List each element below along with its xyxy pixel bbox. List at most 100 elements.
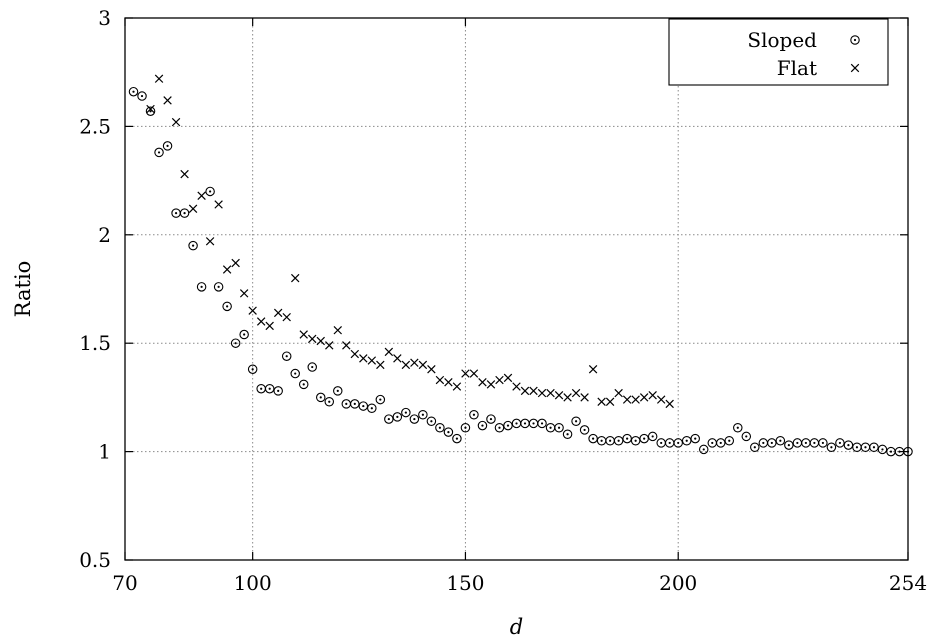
sloped-point <box>750 442 760 453</box>
y-tick-label: 0.5 <box>79 548 111 572</box>
flat-point <box>529 386 538 396</box>
sloped-point <box>188 240 198 251</box>
x-tick-label: 100 <box>234 571 272 595</box>
flat-point <box>631 395 640 404</box>
x-axis-label: d <box>510 615 523 639</box>
flat-point <box>503 373 513 383</box>
flat-point <box>273 308 283 318</box>
sloped-point <box>835 438 845 448</box>
flat-point <box>282 312 291 322</box>
sloped-point <box>852 442 862 453</box>
sloped-point <box>128 86 139 97</box>
sloped-point <box>171 208 181 218</box>
sloped-point <box>426 416 437 426</box>
sloped-point <box>239 329 249 340</box>
flat-point <box>546 388 555 398</box>
sloped-point <box>222 301 232 312</box>
flat-point <box>333 325 342 335</box>
sloped-point <box>281 351 292 361</box>
sloped-point <box>724 436 735 446</box>
sloped-point <box>528 418 539 429</box>
flat-point <box>316 336 325 346</box>
sloped-point <box>562 429 573 440</box>
sloped-point <box>673 438 683 448</box>
sloped-point <box>843 440 854 450</box>
flat-point <box>342 341 351 350</box>
data-points <box>128 74 913 457</box>
sloped-point <box>341 399 352 409</box>
y-tick-label: 2.5 <box>79 114 111 138</box>
legend-marker-circle <box>850 35 860 45</box>
plot-frame <box>124 17 909 561</box>
sloped-point <box>605 436 615 446</box>
sloped-point <box>162 141 173 151</box>
x-tick-label: 70 <box>112 571 137 595</box>
sloped-point <box>656 438 666 448</box>
sloped-point <box>409 414 420 424</box>
sloped-point <box>154 147 164 158</box>
y-tick-label: 3 <box>98 6 111 30</box>
sloped-point <box>137 91 147 101</box>
sloped-point <box>698 444 709 455</box>
sloped-point <box>716 438 726 448</box>
y-tick-label: 1.5 <box>79 331 111 355</box>
y-tick-label: 1 <box>98 440 111 464</box>
flat-point <box>665 399 674 409</box>
sloped-point <box>324 396 335 407</box>
legend-box <box>668 18 889 86</box>
sloped-point <box>435 423 445 433</box>
sloped-point <box>179 208 190 218</box>
flat-point <box>486 380 496 389</box>
flat-point <box>325 341 334 350</box>
flat-point <box>376 360 385 370</box>
sloped-point <box>460 423 471 433</box>
grid-lines <box>125 18 908 560</box>
x-tick-label: 254 <box>889 571 927 595</box>
flat-point <box>418 360 428 370</box>
flat-point <box>350 349 360 359</box>
sloped-point <box>443 427 454 437</box>
y-tick-label: 2 <box>98 223 111 247</box>
sloped-point <box>230 338 241 348</box>
flat-point <box>308 334 317 344</box>
sloped-point <box>613 436 624 446</box>
sloped-point <box>639 433 649 444</box>
flat-point <box>214 200 223 209</box>
sloped-point <box>486 414 496 424</box>
flat-point <box>393 354 402 363</box>
sloped-point <box>145 106 156 116</box>
plot-border <box>124 17 909 561</box>
sloped-point <box>384 414 394 424</box>
sloped-point <box>801 438 811 448</box>
sloped-point <box>826 442 837 453</box>
legend-label: Sloped <box>747 28 817 52</box>
sloped-point <box>350 399 360 409</box>
sloped-point <box>758 438 769 448</box>
flat-point <box>256 317 266 326</box>
sloped-point <box>452 433 462 444</box>
flat-point <box>478 377 487 387</box>
sloped-point <box>571 416 581 426</box>
flat-point <box>239 289 249 298</box>
sloped-point <box>247 364 258 374</box>
sloped-point <box>784 440 794 450</box>
x-tick-label: 200 <box>659 571 697 595</box>
sloped-point <box>511 418 522 429</box>
sloped-point <box>315 392 326 403</box>
flat-point <box>639 393 649 402</box>
sloped-point <box>375 394 386 405</box>
sloped-point <box>664 438 675 448</box>
flat-point <box>512 382 521 391</box>
flat-point <box>571 388 581 398</box>
sloped-point <box>477 420 488 431</box>
sloped-point <box>392 412 403 422</box>
sloped-point <box>273 386 283 396</box>
y-axis-label: Ratio <box>11 261 35 318</box>
sloped-point <box>707 438 717 448</box>
sloped-point <box>869 442 879 453</box>
flat-point <box>435 375 445 385</box>
sloped-point <box>767 438 777 448</box>
sloped-point <box>588 433 598 444</box>
sloped-point <box>860 442 871 453</box>
